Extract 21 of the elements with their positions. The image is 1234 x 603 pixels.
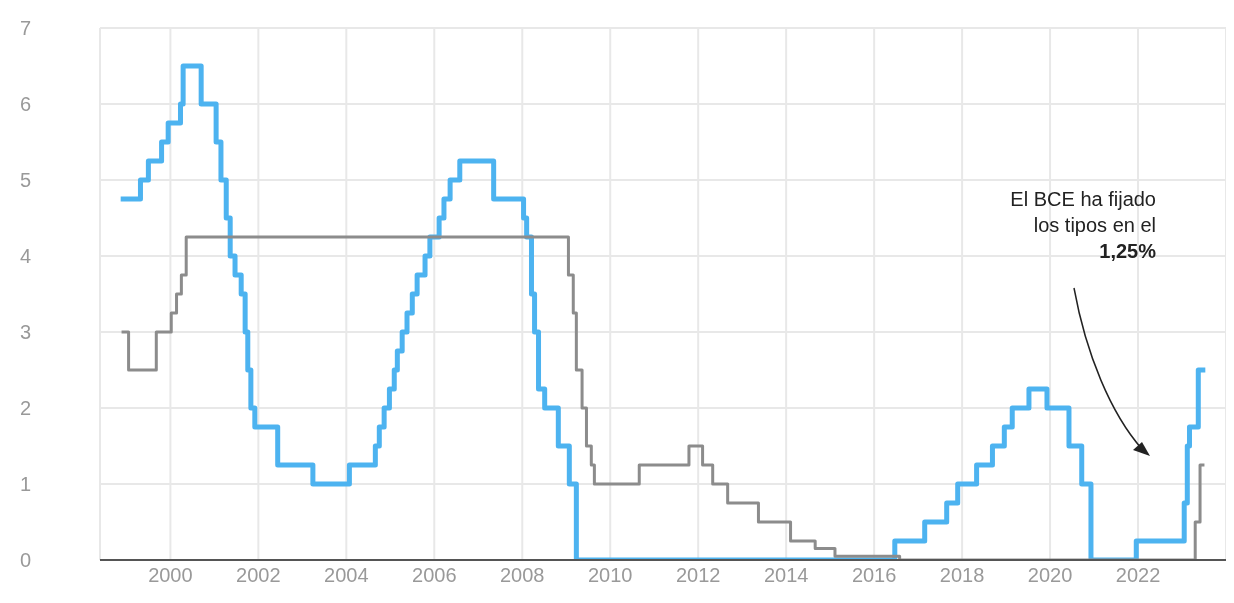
x-tick-label: 2010 xyxy=(587,564,633,587)
x-tick-label: 2016 xyxy=(851,564,897,587)
x-tick-label: 2002 xyxy=(236,564,281,587)
x-tick-label: 2004 xyxy=(324,564,369,587)
y-tick-label: 3 xyxy=(20,321,32,343)
annotation: El BCE ha fijado los tipos en el 1,25% xyxy=(1010,187,1156,264)
x-tick-label: 2018 xyxy=(939,564,985,587)
y-tick-label: 2 xyxy=(20,397,32,419)
x-tick-label: 2012 xyxy=(675,564,721,587)
y-tick-label: 4 xyxy=(20,245,32,267)
x-tick-label: 2022 xyxy=(1115,564,1161,587)
y-tick-label: 6 xyxy=(20,93,32,115)
y-tick-label: 7 xyxy=(20,17,32,39)
x-tick-label: 2008 xyxy=(500,564,545,587)
y-tick-label: 1 xyxy=(20,473,32,495)
x-tick-label: 2006 xyxy=(412,564,457,587)
x-tick-label: 2014 xyxy=(763,564,809,587)
y-tick-label: 0 xyxy=(20,549,32,571)
x-tick-label: 2020 xyxy=(1027,564,1073,587)
y-tick-label: 5 xyxy=(20,169,32,191)
x-tick-label: 2000 xyxy=(148,564,193,587)
